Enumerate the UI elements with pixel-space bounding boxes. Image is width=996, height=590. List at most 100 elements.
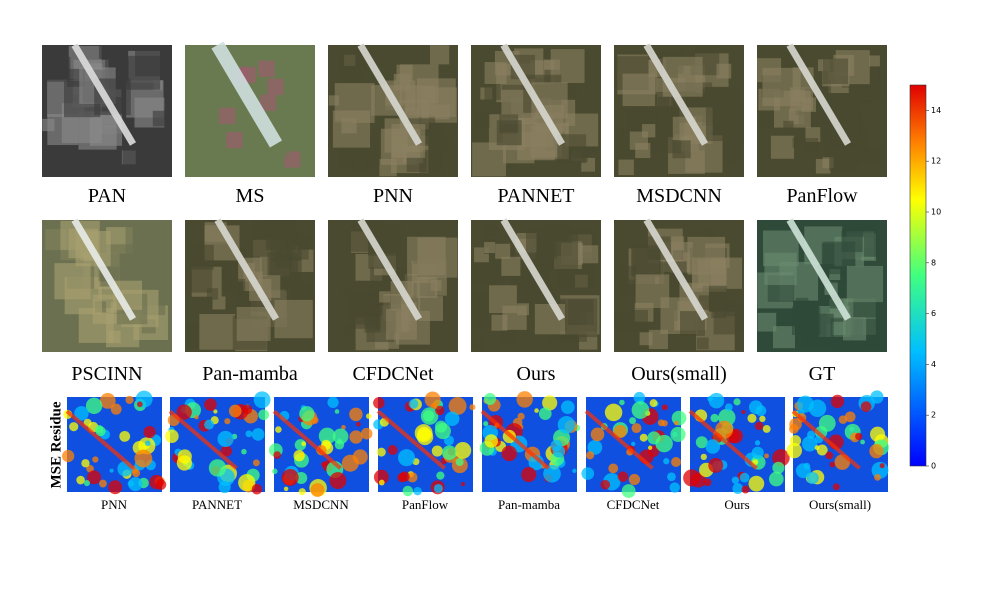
tile-blob xyxy=(844,411,856,423)
tile-patch xyxy=(639,332,653,346)
tile-patch xyxy=(343,287,354,299)
tile-blob xyxy=(732,483,744,494)
colorbar-tick-label: 0 xyxy=(931,462,936,471)
tile-road xyxy=(71,43,137,146)
tile-blob xyxy=(759,415,766,423)
tile-patch xyxy=(135,47,165,77)
tile-blob xyxy=(334,440,345,450)
tile-blob xyxy=(85,397,103,415)
tile-blob xyxy=(454,442,472,459)
tile-road xyxy=(480,409,550,470)
tile-blob xyxy=(639,433,648,442)
colorbar-tick-label: 14 xyxy=(931,106,941,115)
tile-blob xyxy=(710,413,719,423)
tile-blob xyxy=(165,429,179,444)
tile-blob xyxy=(613,424,627,439)
caption: PNN xyxy=(373,185,413,207)
image-tile xyxy=(185,218,315,352)
tile-blob xyxy=(329,472,347,490)
caption: CFDCNet xyxy=(607,497,660,512)
tile-blob xyxy=(99,393,116,409)
tile-blob xyxy=(649,399,658,408)
image-tile xyxy=(42,218,172,352)
tile-blob xyxy=(95,425,104,434)
tile-patch xyxy=(499,114,519,134)
tile-blob xyxy=(707,395,713,402)
tile-blob xyxy=(387,445,398,455)
tile-patch xyxy=(867,148,884,164)
tile-road xyxy=(791,409,861,470)
tile-patch xyxy=(188,244,214,270)
tile-patch xyxy=(489,285,517,314)
tile-blob xyxy=(741,409,746,415)
tile-road xyxy=(688,409,758,470)
tile-road xyxy=(376,409,446,470)
tile-patch xyxy=(762,230,799,267)
tile-blob xyxy=(786,442,803,459)
tile-patch xyxy=(133,129,145,141)
tile-patch xyxy=(842,317,867,341)
tile-blob xyxy=(832,483,840,491)
tile-blob xyxy=(550,439,563,452)
tile-blob xyxy=(724,403,733,412)
tile-blob xyxy=(484,434,498,448)
tile-patch xyxy=(491,314,508,331)
tile-blob xyxy=(747,413,757,423)
tile-patch xyxy=(328,95,339,106)
tile-blob xyxy=(517,412,525,420)
tile-patch xyxy=(417,237,458,278)
tile-blob xyxy=(703,478,712,487)
tile-patch xyxy=(248,134,265,151)
tile-patch xyxy=(832,321,846,336)
tile-patch xyxy=(705,103,744,142)
tile-blob xyxy=(127,480,135,487)
tile-patch xyxy=(770,135,794,159)
tile-blob xyxy=(669,482,680,493)
tile-blob xyxy=(796,395,814,413)
tile-blob xyxy=(433,483,443,493)
tile-blob xyxy=(683,469,701,487)
tile-blob xyxy=(631,401,650,419)
tile-blob xyxy=(349,407,363,422)
caption: Ours(small) xyxy=(631,363,727,385)
tile-patch xyxy=(430,45,450,65)
image-tile xyxy=(614,218,744,352)
tile-blob xyxy=(224,418,231,425)
tile-blob xyxy=(62,449,75,463)
tile-blob xyxy=(251,483,263,495)
tile-blob xyxy=(628,473,641,486)
tile-blob xyxy=(69,422,79,432)
tile-blob xyxy=(469,404,476,411)
tile-blob xyxy=(228,404,242,418)
image-tile xyxy=(42,43,172,177)
tile-blob xyxy=(76,475,85,485)
tile-blob xyxy=(86,464,94,473)
colorbar-tick-label: 4 xyxy=(931,360,936,369)
tile-patch xyxy=(472,337,485,350)
caption: MS xyxy=(236,185,265,207)
tile-patch xyxy=(203,121,221,138)
tile-blob xyxy=(789,424,799,434)
tile-blob xyxy=(621,484,636,498)
tile-blob xyxy=(238,474,256,492)
residue-tile xyxy=(786,390,889,492)
tile-blob xyxy=(83,479,90,487)
tile-blob xyxy=(739,472,750,483)
tile-blob xyxy=(349,430,363,444)
tile-patch xyxy=(501,256,521,276)
tile-blob xyxy=(860,439,866,445)
tile-patch xyxy=(803,138,819,153)
tile-blob xyxy=(764,453,769,459)
tile-blob xyxy=(252,459,260,467)
residue-tile xyxy=(581,391,687,498)
tile-patch xyxy=(868,55,880,67)
tile-blob xyxy=(542,395,558,411)
caption: PANNET xyxy=(192,497,242,512)
tile-blob xyxy=(581,467,595,480)
tile-blob xyxy=(670,426,686,442)
image-tile xyxy=(185,41,315,177)
tile-patch xyxy=(338,49,367,78)
tile-blob xyxy=(365,413,372,419)
tile-blob xyxy=(399,471,410,482)
